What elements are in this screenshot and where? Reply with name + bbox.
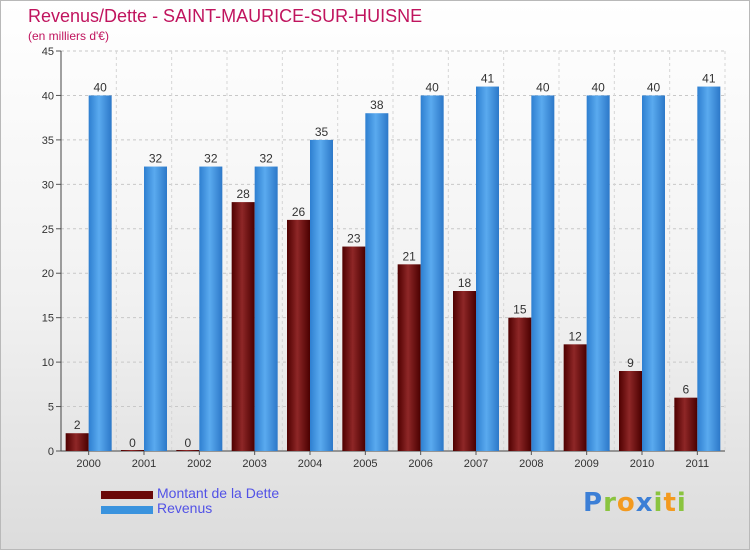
bar-dette-2001	[121, 450, 144, 451]
labels: 0 5 10 15 20 25 30 35 40 45 2 40 2000 0 32 2001 0 32 2002 2…	[42, 46, 716, 470]
logo-letter: t	[663, 488, 677, 518]
bar-dette-2009	[563, 344, 587, 451]
bar-dette-2011	[674, 397, 698, 451]
chart-title: Revenus/Dette - SAINT-MAURICE-SUR-HUISNE	[28, 6, 423, 26]
bar-dette-2002	[176, 450, 200, 451]
data-label-dette-2011: 6	[682, 383, 689, 397]
data-label-revenus-2009: 40	[591, 80, 605, 94]
logo-letter: i	[676, 488, 687, 518]
x-tick-label: 2006	[408, 458, 432, 470]
bar-dette-2007	[453, 291, 476, 451]
data-label-dette-2000: 2	[74, 418, 81, 432]
x-tick-label: 2011	[686, 458, 710, 470]
data-label-revenus-2005: 38	[370, 98, 384, 112]
bar-revenus-2005	[365, 113, 389, 451]
bar-revenus-2006	[420, 95, 444, 451]
bar-dette-2004	[287, 219, 310, 451]
y-tick-label: 30	[42, 179, 54, 191]
logo-letter: r	[603, 488, 617, 518]
data-label-revenus-2003: 32	[259, 152, 273, 166]
bar-revenus-2007	[476, 86, 499, 452]
y-tick-label: 20	[42, 268, 54, 280]
y-tick-label: 45	[42, 46, 54, 58]
bar-dette-2005	[342, 246, 366, 451]
data-label-revenus-2010: 40	[647, 80, 661, 94]
y-tick-label: 40	[42, 90, 54, 102]
bar-dette-2000	[65, 433, 89, 451]
data-label-dette-2008: 15	[513, 303, 527, 317]
bar-revenus-2011	[697, 86, 721, 452]
logo-letter: o	[616, 488, 636, 518]
legend-label-dette: Montant de la Dette	[157, 485, 280, 501]
x-tick-label: 2003	[242, 458, 266, 470]
data-label-revenus-2004: 35	[315, 125, 329, 139]
bars	[65, 86, 721, 452]
bar-dette-2008	[508, 317, 532, 451]
data-label-dette-2009: 12	[568, 329, 582, 343]
data-label-revenus-2002: 32	[204, 152, 218, 166]
data-label-revenus-2008: 40	[536, 80, 550, 94]
y-tick-label: 15	[42, 313, 54, 325]
bar-revenus-2009	[586, 95, 610, 451]
legend-swatch-revenus	[101, 506, 153, 514]
data-label-dette-2004: 26	[292, 205, 306, 219]
logo-letter: i	[653, 488, 664, 518]
y-tick-label: 35	[42, 135, 54, 147]
bar-dette-2003	[231, 202, 255, 451]
bar-revenus-2000	[88, 95, 112, 451]
bar-revenus-2010	[642, 95, 665, 451]
y-tick-label: 10	[42, 357, 54, 369]
legend-swatch-dette	[101, 491, 153, 499]
data-label-dette-2005: 23	[347, 232, 361, 246]
data-label-revenus-2007: 41	[481, 72, 495, 86]
x-tick-label: 2004	[298, 458, 322, 470]
axes	[56, 50, 725, 455]
x-tick-label: 2000	[76, 458, 100, 470]
y-tick-label: 5	[48, 402, 54, 414]
data-label-revenus-2000: 40	[93, 80, 107, 94]
x-tick-label: 2010	[630, 458, 654, 470]
x-tick-label: 2008	[519, 458, 543, 470]
data-label-dette-2001: 0	[129, 436, 136, 450]
data-label-dette-2003: 28	[236, 187, 250, 201]
bar-dette-2010	[619, 371, 642, 451]
proxiti-logo: Proxiti	[583, 488, 687, 518]
data-label-dette-2002: 0	[184, 436, 191, 450]
data-label-revenus-2001: 32	[149, 152, 163, 166]
x-tick-label: 2001	[132, 458, 156, 470]
x-tick-label: 2005	[353, 458, 377, 470]
data-label-revenus-2011: 41	[702, 72, 716, 86]
data-label-dette-2010: 9	[627, 356, 634, 370]
chart-subtitle: (en milliers d'€)	[28, 29, 109, 43]
logo-letter: x	[635, 488, 654, 518]
bar-dette-2006	[397, 264, 421, 451]
y-tick-label: 0	[48, 446, 54, 458]
data-label-dette-2006: 21	[402, 249, 416, 263]
bar-revenus-2004	[310, 139, 333, 451]
logo-letter: P	[583, 488, 604, 518]
x-tick-label: 2002	[187, 458, 211, 470]
x-tick-label: 2009	[574, 458, 598, 470]
x-tick-label: 2007	[464, 458, 488, 470]
data-label-revenus-2006: 40	[425, 80, 439, 94]
bar-revenus-2003	[254, 166, 278, 452]
data-label-dette-2007: 18	[458, 276, 472, 290]
bar-revenus-2008	[531, 95, 555, 451]
legend-label-revenus: Revenus	[157, 500, 213, 516]
y-tick-label: 25	[42, 224, 54, 236]
bar-revenus-2002	[199, 166, 223, 452]
bar-revenus-2001	[144, 166, 167, 452]
